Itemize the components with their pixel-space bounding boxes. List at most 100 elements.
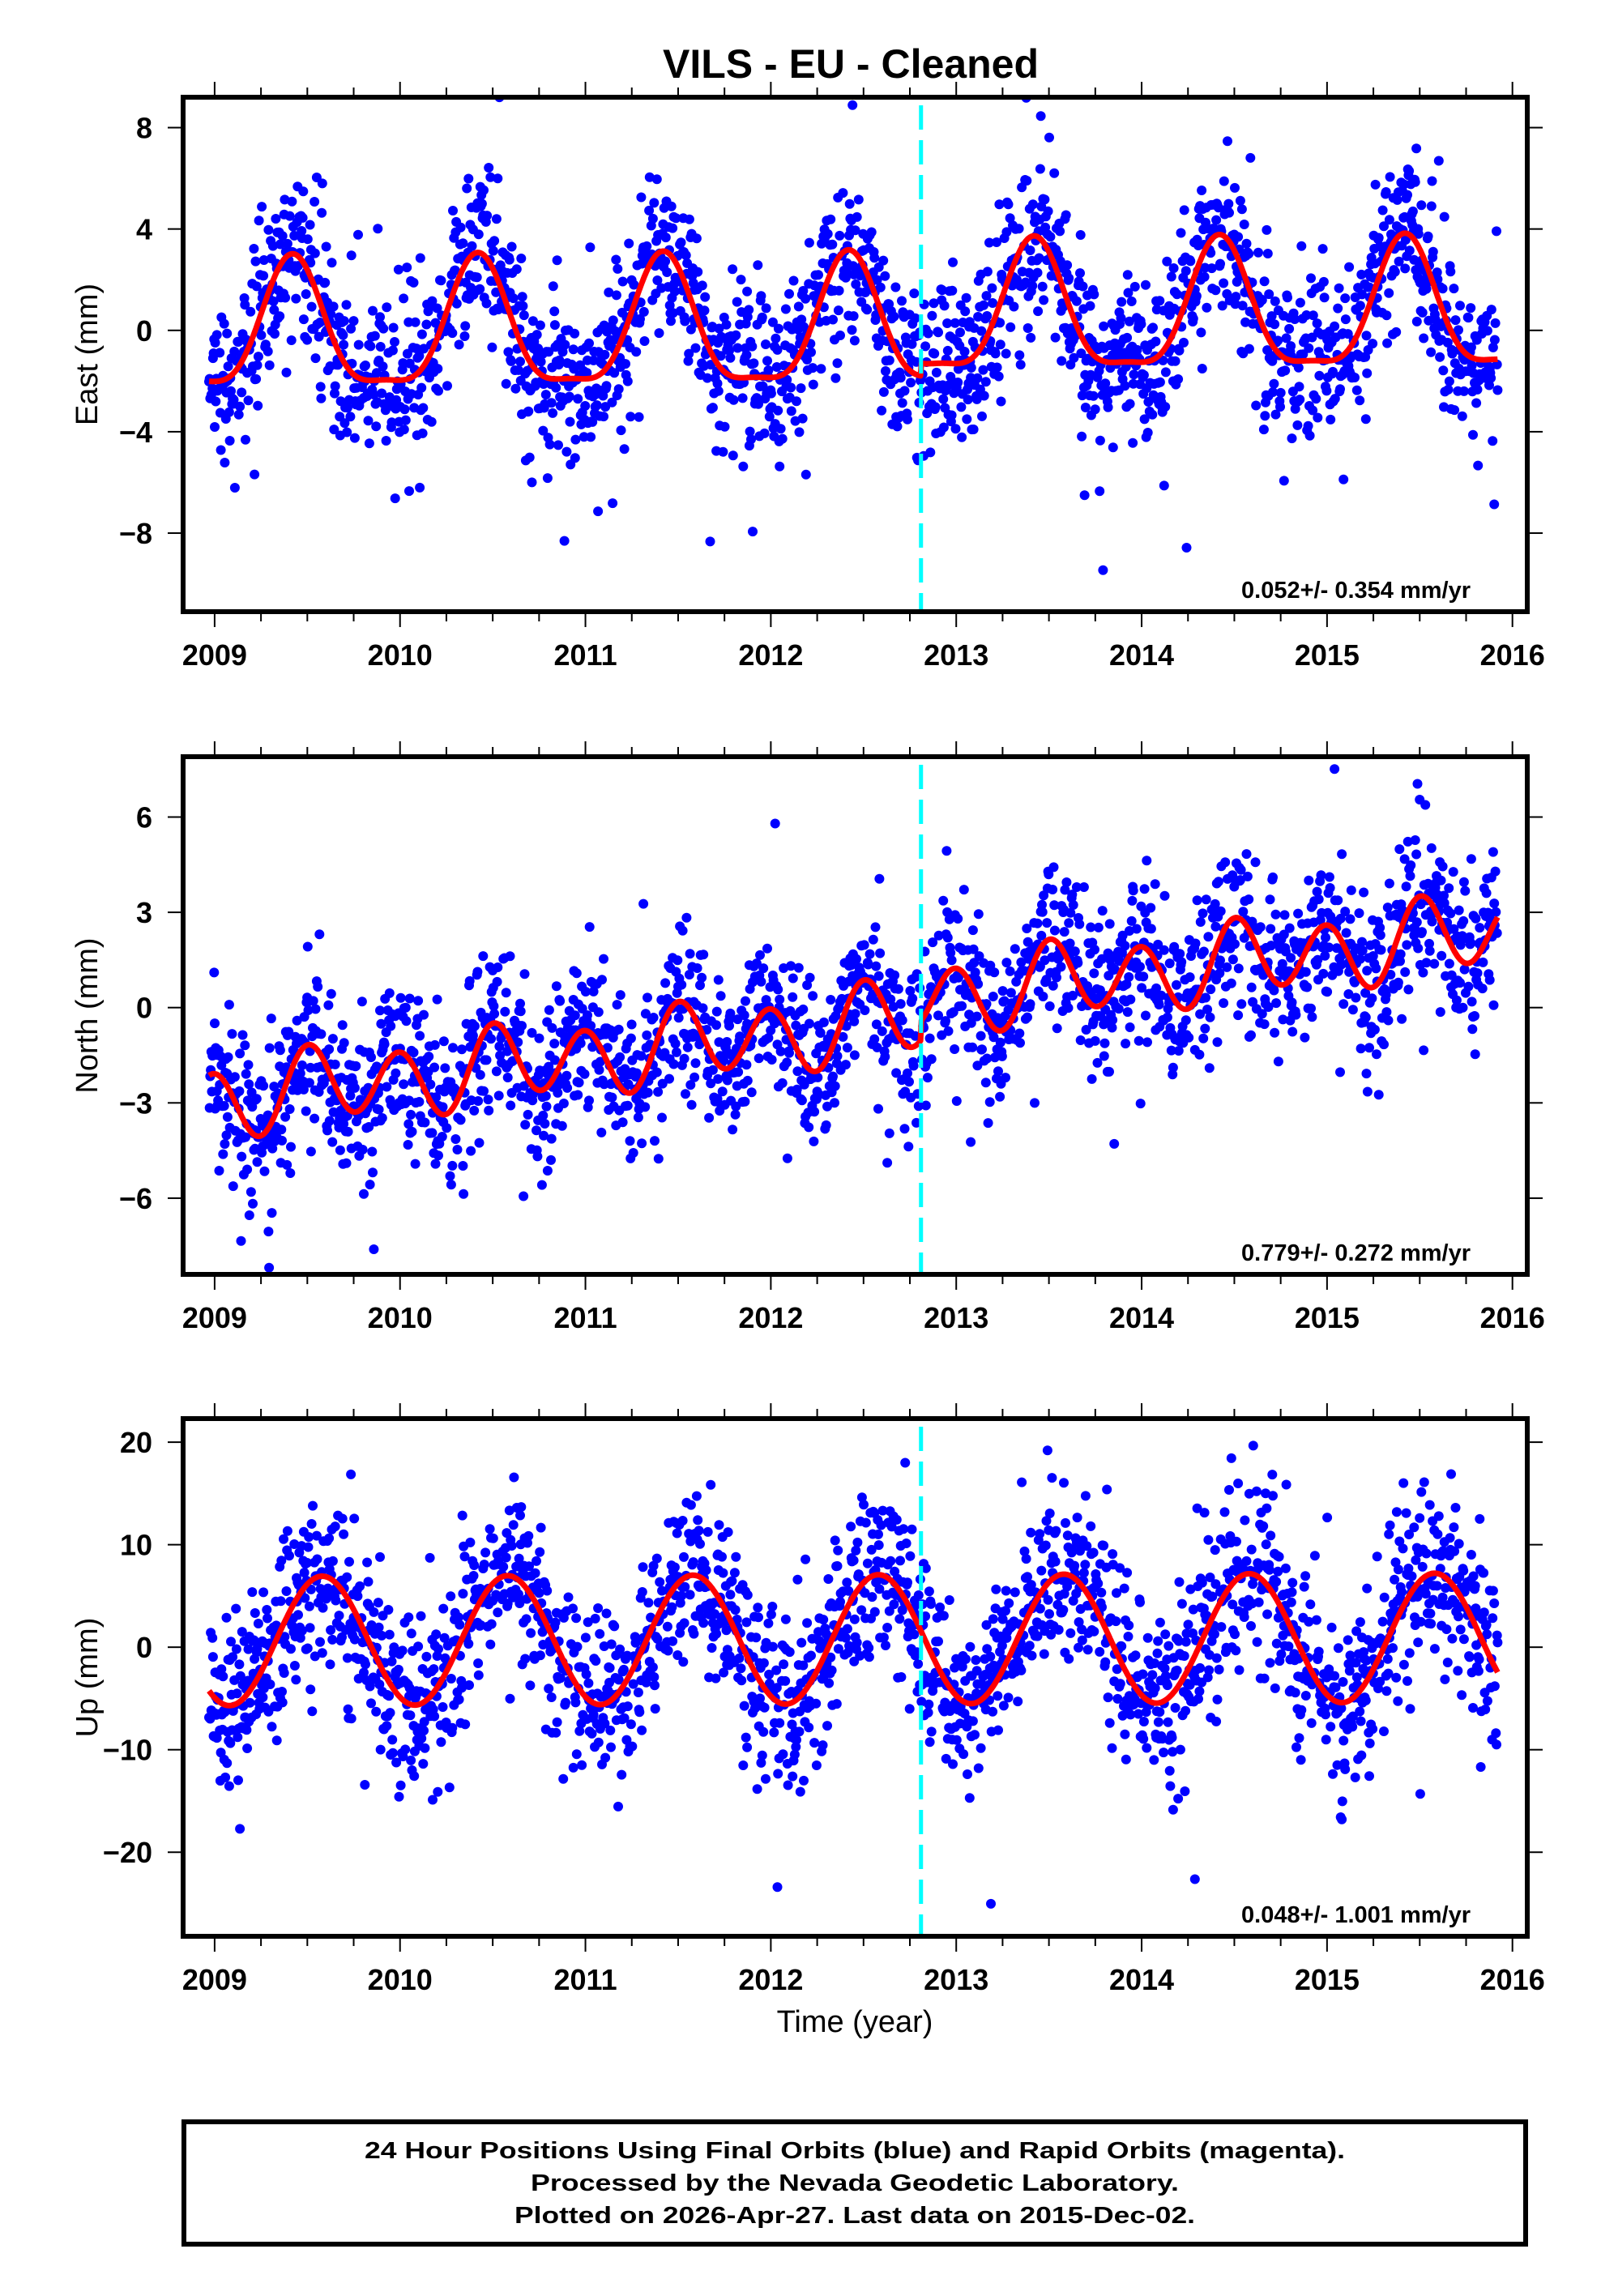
up-data-point xyxy=(438,1702,448,1712)
north-data-point xyxy=(366,1052,376,1062)
east-data-point xyxy=(786,382,796,393)
east-data-point xyxy=(862,305,873,315)
north-data-point xyxy=(1236,864,1246,875)
east-data-point xyxy=(875,282,886,292)
north-data-point xyxy=(1345,914,1356,924)
north-data-point xyxy=(875,948,886,958)
north-data-point xyxy=(642,1030,652,1040)
north-data-point xyxy=(966,1018,976,1028)
north-data-point xyxy=(374,1104,384,1115)
up-data-point xyxy=(571,1749,582,1760)
up-data-point xyxy=(282,1526,292,1536)
east-data-point xyxy=(515,356,525,367)
up-data-point xyxy=(242,1743,253,1753)
north-data-point xyxy=(969,958,980,968)
north-data-point xyxy=(1090,1035,1100,1046)
north-data-point xyxy=(264,1043,275,1053)
up-data-point xyxy=(276,1556,287,1566)
east-data-point xyxy=(548,408,558,418)
north-data-point xyxy=(1371,963,1381,974)
east-data-point xyxy=(226,386,236,396)
north-data-point xyxy=(1135,1099,1146,1109)
up-data-point xyxy=(375,1744,386,1755)
up-data-point xyxy=(647,1662,658,1672)
north-data-point xyxy=(1030,1098,1040,1108)
east-data-point xyxy=(963,395,973,405)
up-data-point xyxy=(394,1791,404,1802)
east-data-point xyxy=(866,227,877,237)
north-data-point xyxy=(1491,907,1501,917)
east-data-point xyxy=(1286,341,1296,352)
chart-title: VILS - EU - Cleaned xyxy=(663,41,1039,87)
east-data-point xyxy=(1290,403,1300,414)
north-data-point xyxy=(588,986,599,996)
north-data-point xyxy=(349,1082,360,1093)
up-data-point xyxy=(651,1553,662,1564)
north-data-point xyxy=(1087,1073,1097,1084)
north-data-point xyxy=(223,1052,233,1062)
east-data-point xyxy=(277,231,288,241)
up-data-point xyxy=(243,1644,254,1654)
north-data-point xyxy=(534,1033,544,1043)
north-data-point xyxy=(491,1066,502,1077)
up-data-point xyxy=(387,1735,398,1745)
east-x-tick-label: 2010 xyxy=(368,638,433,672)
north-data-point xyxy=(218,1149,228,1159)
east-data-point xyxy=(1179,205,1189,216)
north-data-point xyxy=(1198,946,1209,957)
east-data-point xyxy=(616,425,626,436)
east-data-point xyxy=(749,358,759,369)
east-data-point xyxy=(1236,204,1247,215)
north-data-point xyxy=(1367,993,1377,1004)
east-data-point xyxy=(775,461,785,472)
east-data-point xyxy=(1292,420,1303,430)
north-data-point xyxy=(574,1078,584,1088)
up-data-point xyxy=(331,1595,341,1606)
east-data-point xyxy=(832,358,843,369)
north-data-point xyxy=(316,1029,327,1039)
north-data-point xyxy=(1472,968,1483,979)
east-data-point xyxy=(335,412,345,422)
up-data-point xyxy=(514,1598,525,1608)
east-data-point xyxy=(996,396,1006,407)
east-data-point xyxy=(878,386,889,397)
north-data-point xyxy=(796,1095,807,1106)
east-data-point xyxy=(1391,326,1402,337)
up-data-point xyxy=(600,1752,611,1763)
north-data-point xyxy=(1235,875,1245,886)
up-data-point xyxy=(369,1607,379,1617)
east-data-point xyxy=(1148,322,1158,333)
north-x-tick-label: 2010 xyxy=(368,1301,433,1334)
east-data-point xyxy=(481,298,492,309)
north-data-point xyxy=(442,1123,452,1133)
east-data-point xyxy=(326,309,336,319)
east-data-point xyxy=(1160,367,1171,378)
north-data-point xyxy=(735,1031,745,1042)
east-data-point xyxy=(489,236,500,246)
north-data-point xyxy=(782,1153,792,1163)
east-data-point xyxy=(427,296,438,306)
east-data-point xyxy=(390,337,399,347)
east-data-point xyxy=(472,272,482,283)
east-data-point xyxy=(1197,186,1207,195)
north-data-point xyxy=(324,1116,335,1126)
north-data-point xyxy=(357,1145,368,1154)
up-data-point xyxy=(406,1755,416,1765)
up-data-point xyxy=(373,1598,383,1608)
up-data-point xyxy=(403,1612,414,1623)
east-data-point xyxy=(1219,176,1229,186)
east-data-point xyxy=(1258,425,1269,435)
north-data-point xyxy=(1330,764,1340,775)
east-data-point xyxy=(697,280,707,291)
north-data-point xyxy=(1122,1007,1133,1018)
north-data-point xyxy=(657,1078,668,1089)
east-data-point xyxy=(1293,362,1304,373)
up-data-point xyxy=(637,1587,647,1597)
north-data-point xyxy=(1312,886,1322,897)
up-data-point xyxy=(218,1671,228,1682)
east-data-point xyxy=(568,344,578,355)
east-data-point xyxy=(365,341,376,352)
up-data-point xyxy=(224,1781,234,1791)
east-data-point xyxy=(1275,402,1285,412)
up-data-point xyxy=(521,1614,532,1624)
